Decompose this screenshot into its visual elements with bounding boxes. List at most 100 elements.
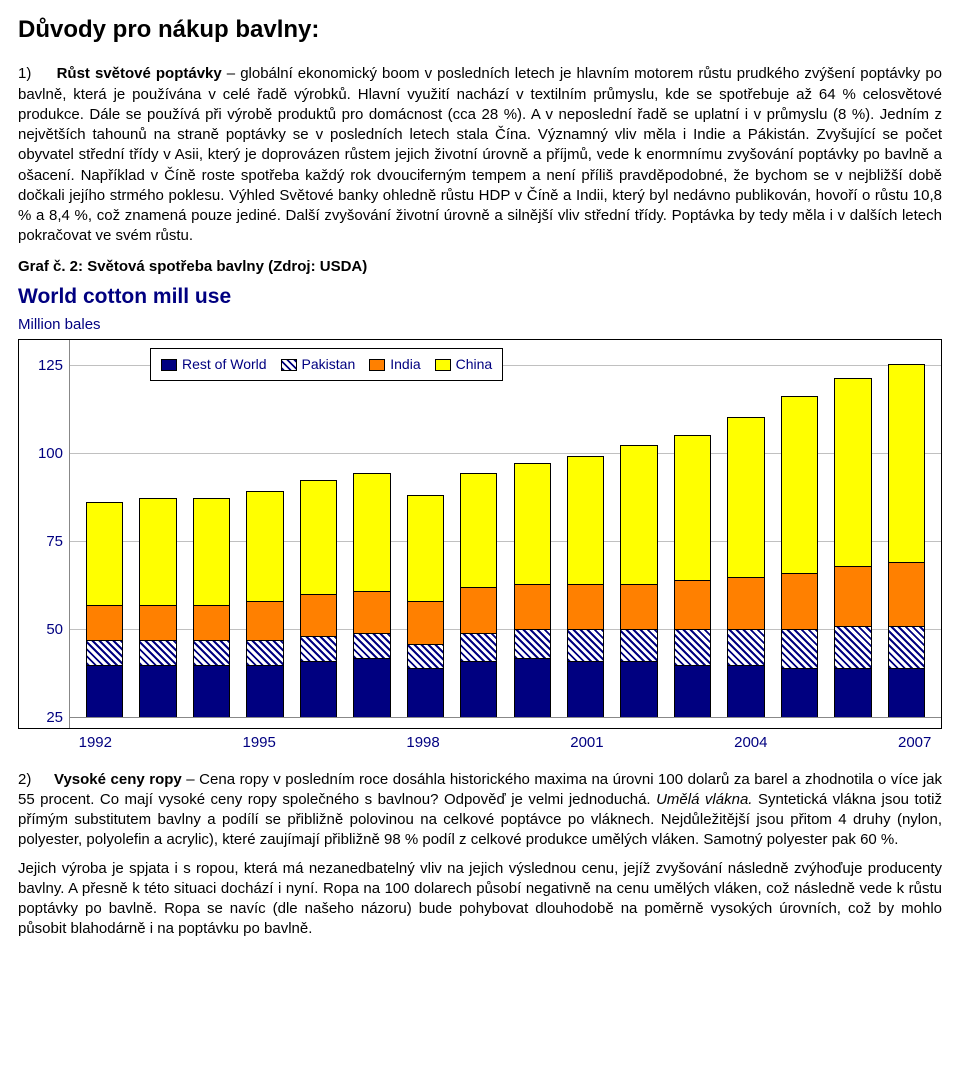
x-tick-label	[614, 733, 669, 753]
segment-rest	[461, 661, 496, 717]
segment-rest	[782, 668, 817, 717]
bar-1997	[353, 473, 390, 718]
segment-rest	[835, 668, 870, 717]
bar-2007	[888, 364, 925, 718]
x-tick-label	[833, 733, 888, 753]
bar-slot	[238, 338, 291, 728]
segment-india	[354, 591, 389, 633]
bar-slot	[131, 338, 184, 728]
segment-china	[889, 365, 924, 562]
segment-china	[835, 379, 870, 566]
x-tick-label	[123, 733, 178, 753]
segment-pak	[408, 644, 443, 669]
segment-china	[568, 457, 603, 584]
segment-pak	[247, 640, 282, 665]
reason-1-number: 1)	[18, 65, 31, 82]
segment-rest	[301, 661, 336, 717]
segment-india	[87, 605, 122, 640]
reason-1-body: – globální ekonomický boom v posledních …	[18, 65, 942, 244]
x-tick-label: 1995	[232, 733, 287, 753]
segment-rest	[140, 665, 175, 718]
segment-pak	[782, 629, 817, 668]
y-tick-label: 125	[38, 356, 63, 376]
x-tick-label: 2001	[560, 733, 615, 753]
segment-india	[408, 601, 443, 643]
segment-india	[675, 580, 710, 629]
segment-rest	[515, 658, 550, 718]
plot: Rest of World Pakistan India China	[69, 340, 941, 728]
segment-india	[835, 566, 870, 626]
x-tick-label	[778, 733, 833, 753]
segment-pak	[621, 629, 656, 661]
reason-2-heading: Vysoké ceny ropy	[54, 771, 182, 788]
segment-china	[515, 464, 550, 584]
segment-china	[621, 446, 656, 583]
bar-1998	[407, 495, 444, 719]
segment-rest	[889, 668, 924, 717]
segment-pak	[889, 626, 924, 668]
segment-rest	[354, 658, 389, 718]
segment-india	[301, 594, 336, 636]
bar-slot	[559, 338, 612, 728]
segment-pak	[140, 640, 175, 665]
y-tick-label: 50	[46, 620, 63, 640]
segment-pak	[87, 640, 122, 665]
segment-china	[354, 474, 389, 590]
x-tick-label: 2007	[887, 733, 942, 753]
segment-pak	[354, 633, 389, 658]
y-tick-label: 25	[46, 708, 63, 728]
segment-rest	[408, 668, 443, 717]
segment-china	[408, 496, 443, 602]
bar-2003	[674, 435, 711, 719]
reason-2-number: 2)	[18, 771, 31, 788]
segment-india	[782, 573, 817, 629]
x-tick-label	[341, 733, 396, 753]
reason-1-heading: Růst světové poptávky	[57, 65, 222, 82]
bar-2006	[834, 378, 871, 718]
bar-1996	[300, 480, 337, 718]
x-tick-label	[177, 733, 232, 753]
bar-slot	[452, 338, 505, 728]
bar-slot	[773, 338, 826, 728]
segment-rest	[247, 665, 282, 718]
segment-pak	[194, 640, 229, 665]
segment-china	[782, 397, 817, 573]
bar-1995	[246, 491, 283, 718]
bar-slot	[666, 338, 719, 728]
x-tick-label: 1998	[396, 733, 451, 753]
segment-pak	[461, 633, 496, 661]
segment-india	[568, 584, 603, 630]
bar-2000	[514, 463, 551, 719]
bar-1992	[86, 502, 123, 719]
bar-2001	[567, 456, 604, 719]
bar-1993	[139, 498, 176, 718]
segment-pak	[568, 629, 603, 661]
x-tick-label	[450, 733, 505, 753]
x-axis: 1992 1995 1998 2001 2004 2007	[18, 729, 942, 753]
y-axis: 255075100125	[19, 340, 69, 728]
bar-2004	[727, 417, 764, 718]
cotton-chart: World cotton mill use Million bales 2550…	[18, 283, 942, 754]
segment-rest	[87, 665, 122, 718]
bar-slot	[719, 338, 772, 728]
segment-india	[728, 577, 763, 630]
segment-pak	[728, 629, 763, 664]
segment-rest	[728, 665, 763, 718]
segment-india	[621, 584, 656, 630]
segment-india	[889, 562, 924, 625]
chart-caption: Graf č. 2: Světová spotřeba bavlny (Zdro…	[18, 257, 942, 277]
segment-rest	[621, 661, 656, 717]
bar-slot	[826, 338, 879, 728]
segment-china	[140, 499, 175, 605]
reason-2-paragraph-b: Jejich výroba je spjata i s ropou, která…	[18, 859, 942, 940]
reason-2-paragraph-a: 2) Vysoké ceny ropy – Cena ropy v posled…	[18, 770, 942, 851]
bar-1994	[193, 498, 230, 718]
bar-slot	[506, 338, 559, 728]
segment-india	[140, 605, 175, 640]
segment-rest	[675, 665, 710, 718]
segment-china	[461, 474, 496, 587]
segment-india	[461, 587, 496, 633]
segment-china	[301, 481, 336, 594]
x-tick-label	[669, 733, 724, 753]
baseline	[70, 717, 941, 718]
